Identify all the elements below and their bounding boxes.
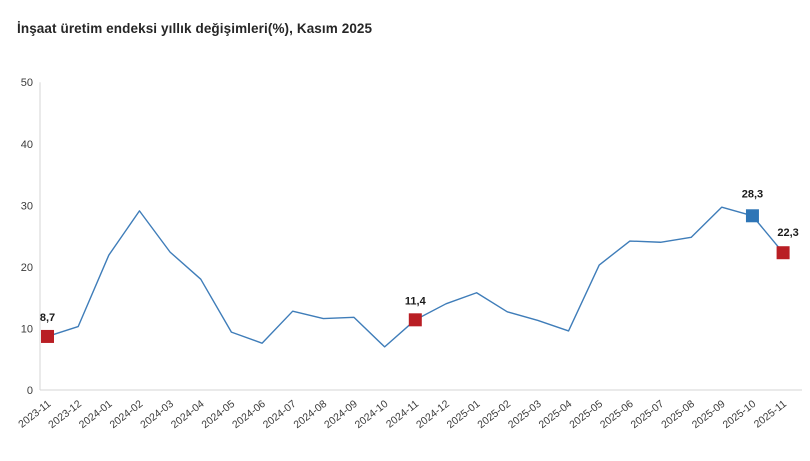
x-tick-label: 2025-07 bbox=[629, 398, 667, 431]
data-point-label-2024-11: 11,4 bbox=[405, 295, 427, 307]
data-point-label-2023-11: 8,7 bbox=[40, 312, 55, 324]
y-tick-label: 0 bbox=[27, 385, 33, 397]
x-tick-label: 2025-01 bbox=[445, 398, 483, 431]
x-tick-label: 2024-05 bbox=[199, 398, 237, 431]
chart-title: İnşaat üretim endeksi yıllık değişimleri… bbox=[17, 21, 373, 36]
y-tick-label: 10 bbox=[21, 323, 33, 335]
x-tick-label: 2024-09 bbox=[322, 398, 360, 431]
x-tick-label: 2024-03 bbox=[138, 398, 176, 431]
data-point-marker-2025-11 bbox=[776, 246, 790, 260]
x-tick-label: 2024-12 bbox=[414, 398, 452, 431]
x-tick-label: 2025-02 bbox=[475, 398, 513, 431]
x-tick-label: 2025-08 bbox=[659, 398, 697, 431]
data-point-marker-2023-11 bbox=[41, 329, 54, 343]
y-tick-label: 20 bbox=[21, 262, 33, 274]
data-point-label-2025-11: 22,3 bbox=[777, 227, 798, 239]
x-tick-label: 2025-09 bbox=[690, 398, 728, 431]
x-tick-label: 2025-06 bbox=[598, 398, 636, 431]
data-point-marker-2025-10 bbox=[745, 209, 759, 223]
x-tick-label: 2025-11 bbox=[752, 398, 789, 431]
x-tick-label: 2025-05 bbox=[567, 398, 605, 431]
x-tick-label: 2024-06 bbox=[230, 398, 268, 431]
y-tick-label: 30 bbox=[21, 200, 33, 212]
data-point-label-2025-10: 28,3 bbox=[742, 188, 763, 200]
y-tick-label: 40 bbox=[21, 139, 33, 151]
data-point-marker-2024-11 bbox=[408, 313, 422, 327]
x-tick-label: 2024-11 bbox=[384, 398, 421, 431]
x-tick-label: 2024-04 bbox=[169, 398, 207, 431]
x-tick-label: 2024-01 bbox=[77, 398, 115, 431]
x-tick-label: 2023-12 bbox=[46, 398, 84, 431]
x-tick-label: 2025-03 bbox=[506, 398, 544, 431]
x-tick-label: 2024-08 bbox=[291, 398, 329, 431]
x-tick-label: 2025-10 bbox=[721, 398, 759, 431]
x-tick-label: 2023-11 bbox=[16, 398, 53, 431]
x-tick-label: 2024-07 bbox=[261, 398, 299, 431]
x-tick-label: 2025-04 bbox=[537, 398, 575, 431]
y-tick-label: 50 bbox=[21, 77, 33, 89]
x-tick-label: 2024-02 bbox=[108, 398, 146, 431]
x-tick-label: 2024-10 bbox=[353, 398, 391, 431]
